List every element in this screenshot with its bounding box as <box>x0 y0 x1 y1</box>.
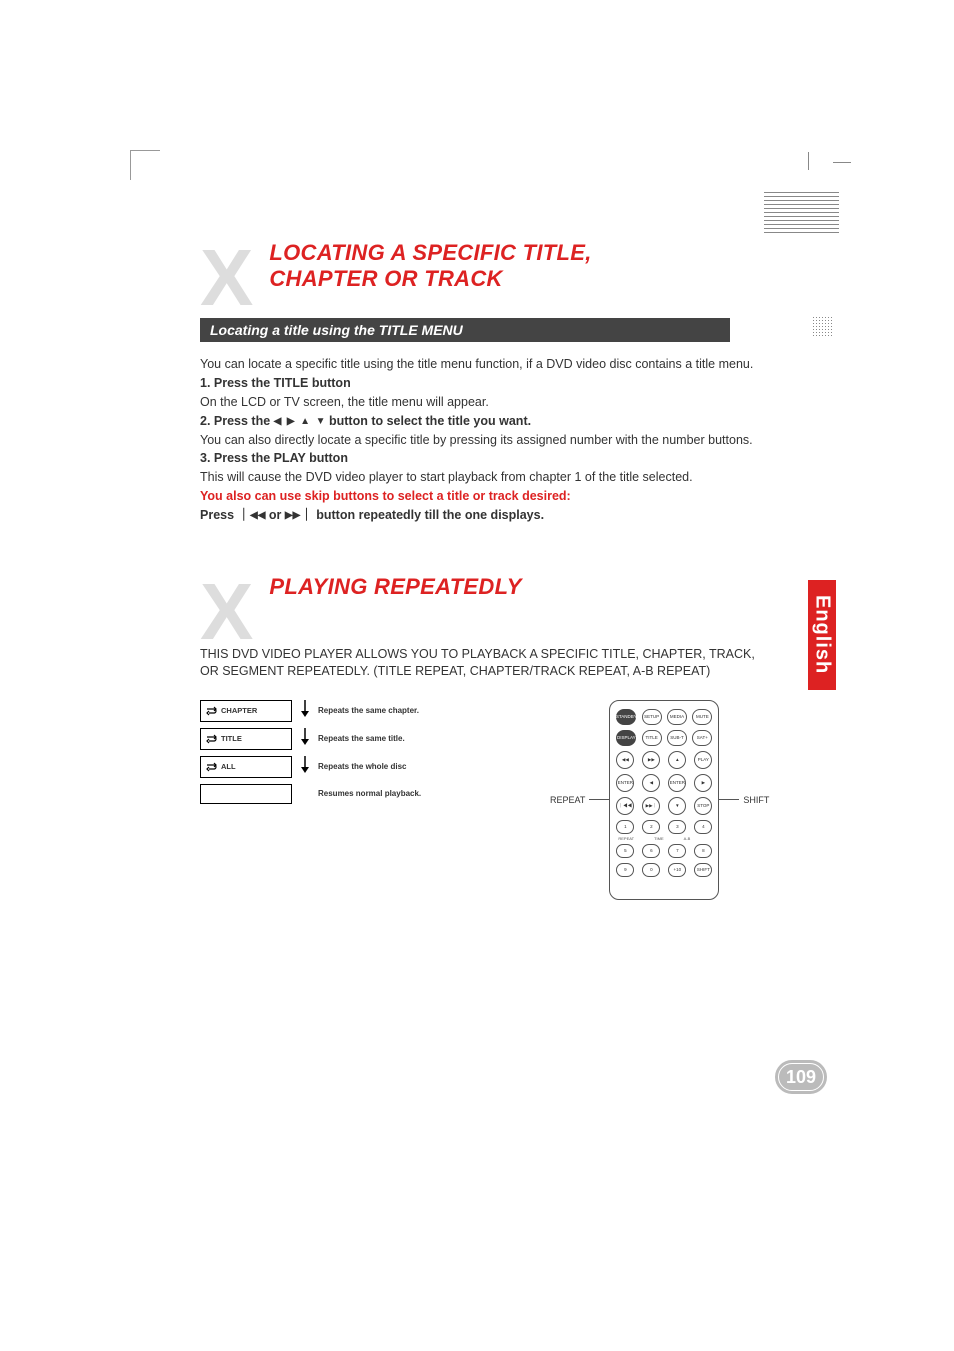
remote-button: ▲ <box>668 751 686 769</box>
halftone-dots <box>812 316 834 338</box>
remote-button: 6 <box>642 844 660 858</box>
remote-button: ▶▶ <box>642 751 660 769</box>
decorative-x: X <box>200 258 249 298</box>
down-arrow-icon <box>300 700 310 721</box>
repeat-desc: Repeats the whole disc <box>318 762 406 771</box>
repeat-box <box>200 784 292 804</box>
paragraph: You can locate a specific title using th… <box>200 356 760 373</box>
repeat-item: Resumes normal playback. <box>200 784 480 804</box>
registration-marks <box>764 162 839 236</box>
remote-button: ENTER <box>668 774 686 792</box>
remote-button: SAT+ <box>692 730 712 746</box>
section-1-header: X LOCATING A SPECIFIC TITLE, CHAPTER OR … <box>200 240 824 298</box>
remote-button: TITLE <box>642 730 662 746</box>
repeat-desc: Resumes normal playback. <box>318 789 421 798</box>
page-number-badge: 109 <box>778 1063 824 1091</box>
section-title: CHAPTER OR TRACK <box>269 266 591 292</box>
step: 1. Press the TITLE button <box>200 375 760 392</box>
remote-button: ▶▶｜ <box>642 797 660 815</box>
repeat-item: ALL Repeats the whole disc <box>200 756 480 778</box>
remote-button: STANDBY <box>616 709 636 725</box>
remote-button: 9 <box>616 863 634 877</box>
repeat-mode-list: CHAPTER Repeats the same chapter. TITLE Rep… <box>200 700 480 810</box>
callout-label: SHIFT <box>743 795 769 805</box>
remote-button: SHIFT <box>694 863 712 877</box>
repeat-desc: Repeats the same chapter. <box>318 706 419 715</box>
section-2-header: X PLAYING REPEATEDLY <box>200 574 824 632</box>
remote-button: MUTE <box>692 709 712 725</box>
section-title: PLAYING REPEATEDLY <box>269 574 521 600</box>
language-tab: English <box>808 580 836 690</box>
remote-button: ▶ <box>694 774 712 792</box>
remote-button: 5 <box>616 844 634 858</box>
remote-button: SETUP <box>642 709 662 725</box>
repeat-desc: Repeats the same title. <box>318 734 405 743</box>
repeat-item: TITLE Repeats the same title. <box>200 728 480 750</box>
paragraph: This will cause the DVD video player to … <box>200 469 760 486</box>
remote-button: 1 <box>616 820 634 834</box>
remote-button: ｜◀◀ <box>616 797 634 815</box>
remote-button: 3 <box>668 820 686 834</box>
press-line: Press ｜◀◀ or ▶▶｜ button repeatedly till … <box>200 507 760 524</box>
body-text: THIS DVD VIDEO PLAYER ALLOWS YOU TO PLAY… <box>200 646 760 680</box>
subheader-bar: Locating a title using the TITLE MENU <box>200 318 730 342</box>
paragraph: On the LCD or TV screen, the title menu … <box>200 394 760 411</box>
remote-button: 8 <box>694 844 712 858</box>
remote-button: DISPLAY <box>616 730 636 746</box>
down-arrow-icon <box>300 728 310 749</box>
paragraph: THIS DVD VIDEO PLAYER ALLOWS YOU TO PLAY… <box>200 646 760 680</box>
highlight-line: You also can use skip buttons to select … <box>200 488 760 505</box>
step: 2. Press the ◀ ▶ ▲ ▼ button to select th… <box>200 413 760 430</box>
section-title: LOCATING A SPECIFIC TITLE, <box>269 240 591 266</box>
crop-mark <box>130 150 160 180</box>
remote-button: 7 <box>668 844 686 858</box>
remote-button: ◀◀ <box>616 751 634 769</box>
remote-button: 0 <box>642 863 660 877</box>
remote-button: ENTER <box>616 774 634 792</box>
remote-diagram: REPEAT STANDBY SETUP MEDIA MUTE DISPLAY TITLE… <box>550 700 769 900</box>
remote-button: 4 <box>694 820 712 834</box>
remote-button: ▼ <box>668 797 686 815</box>
remote-button: PLAY <box>694 751 712 769</box>
repeat-item: CHAPTER Repeats the same chapter. <box>200 700 480 722</box>
repeat-box: ALL <box>200 756 292 778</box>
repeat-box: CHAPTER <box>200 700 292 722</box>
down-arrow-icon <box>300 756 310 777</box>
remote-control: STANDBY SETUP MEDIA MUTE DISPLAY TITLE SUB-T SA… <box>609 700 719 900</box>
decorative-x: X <box>200 592 249 632</box>
remote-button: STOP <box>694 797 712 815</box>
remote-button: MEDIA <box>667 709 687 725</box>
step: 3. Press the PLAY button <box>200 450 760 467</box>
remote-button: +10 <box>668 863 686 877</box>
callout-label: REPEAT <box>550 795 585 805</box>
paragraph: You can also directly locate a specific … <box>200 432 760 449</box>
repeat-box: TITLE <box>200 728 292 750</box>
remote-button: SUB-T <box>667 730 687 746</box>
remote-button: ◀ <box>642 774 660 792</box>
remote-button: 2 <box>642 820 660 834</box>
body-text: You can locate a specific title using th… <box>200 356 760 524</box>
